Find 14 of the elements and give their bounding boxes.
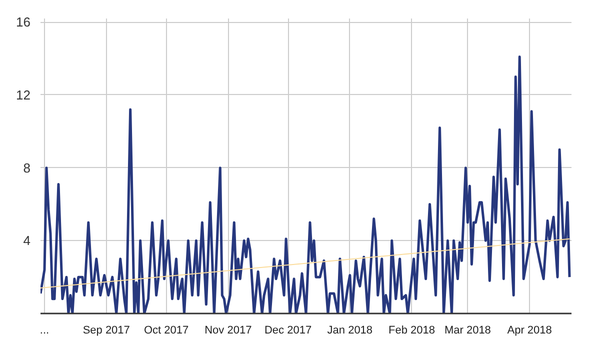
y-tick-label: 4	[23, 233, 31, 248]
x-tick-label: Feb 2018	[388, 324, 436, 336]
x-tick-label: Mar 2018	[444, 324, 491, 336]
x-tick-label: Dec 2017	[264, 324, 312, 336]
x-tick-label: Jan 2018	[327, 324, 373, 336]
x-tick-label: Nov 2017	[204, 324, 252, 336]
x-tick-label: ...	[40, 324, 50, 336]
line-series	[40, 55, 571, 314]
y-tick-label: 12	[16, 87, 31, 102]
y-tick-label: 8	[23, 160, 31, 176]
x-tick-label: Oct 2017	[144, 324, 189, 336]
x-tick-label: Apr 2018	[507, 324, 552, 336]
y-tick-label: 16	[16, 14, 31, 30]
x-tick-label: Sep 2017	[82, 324, 130, 336]
